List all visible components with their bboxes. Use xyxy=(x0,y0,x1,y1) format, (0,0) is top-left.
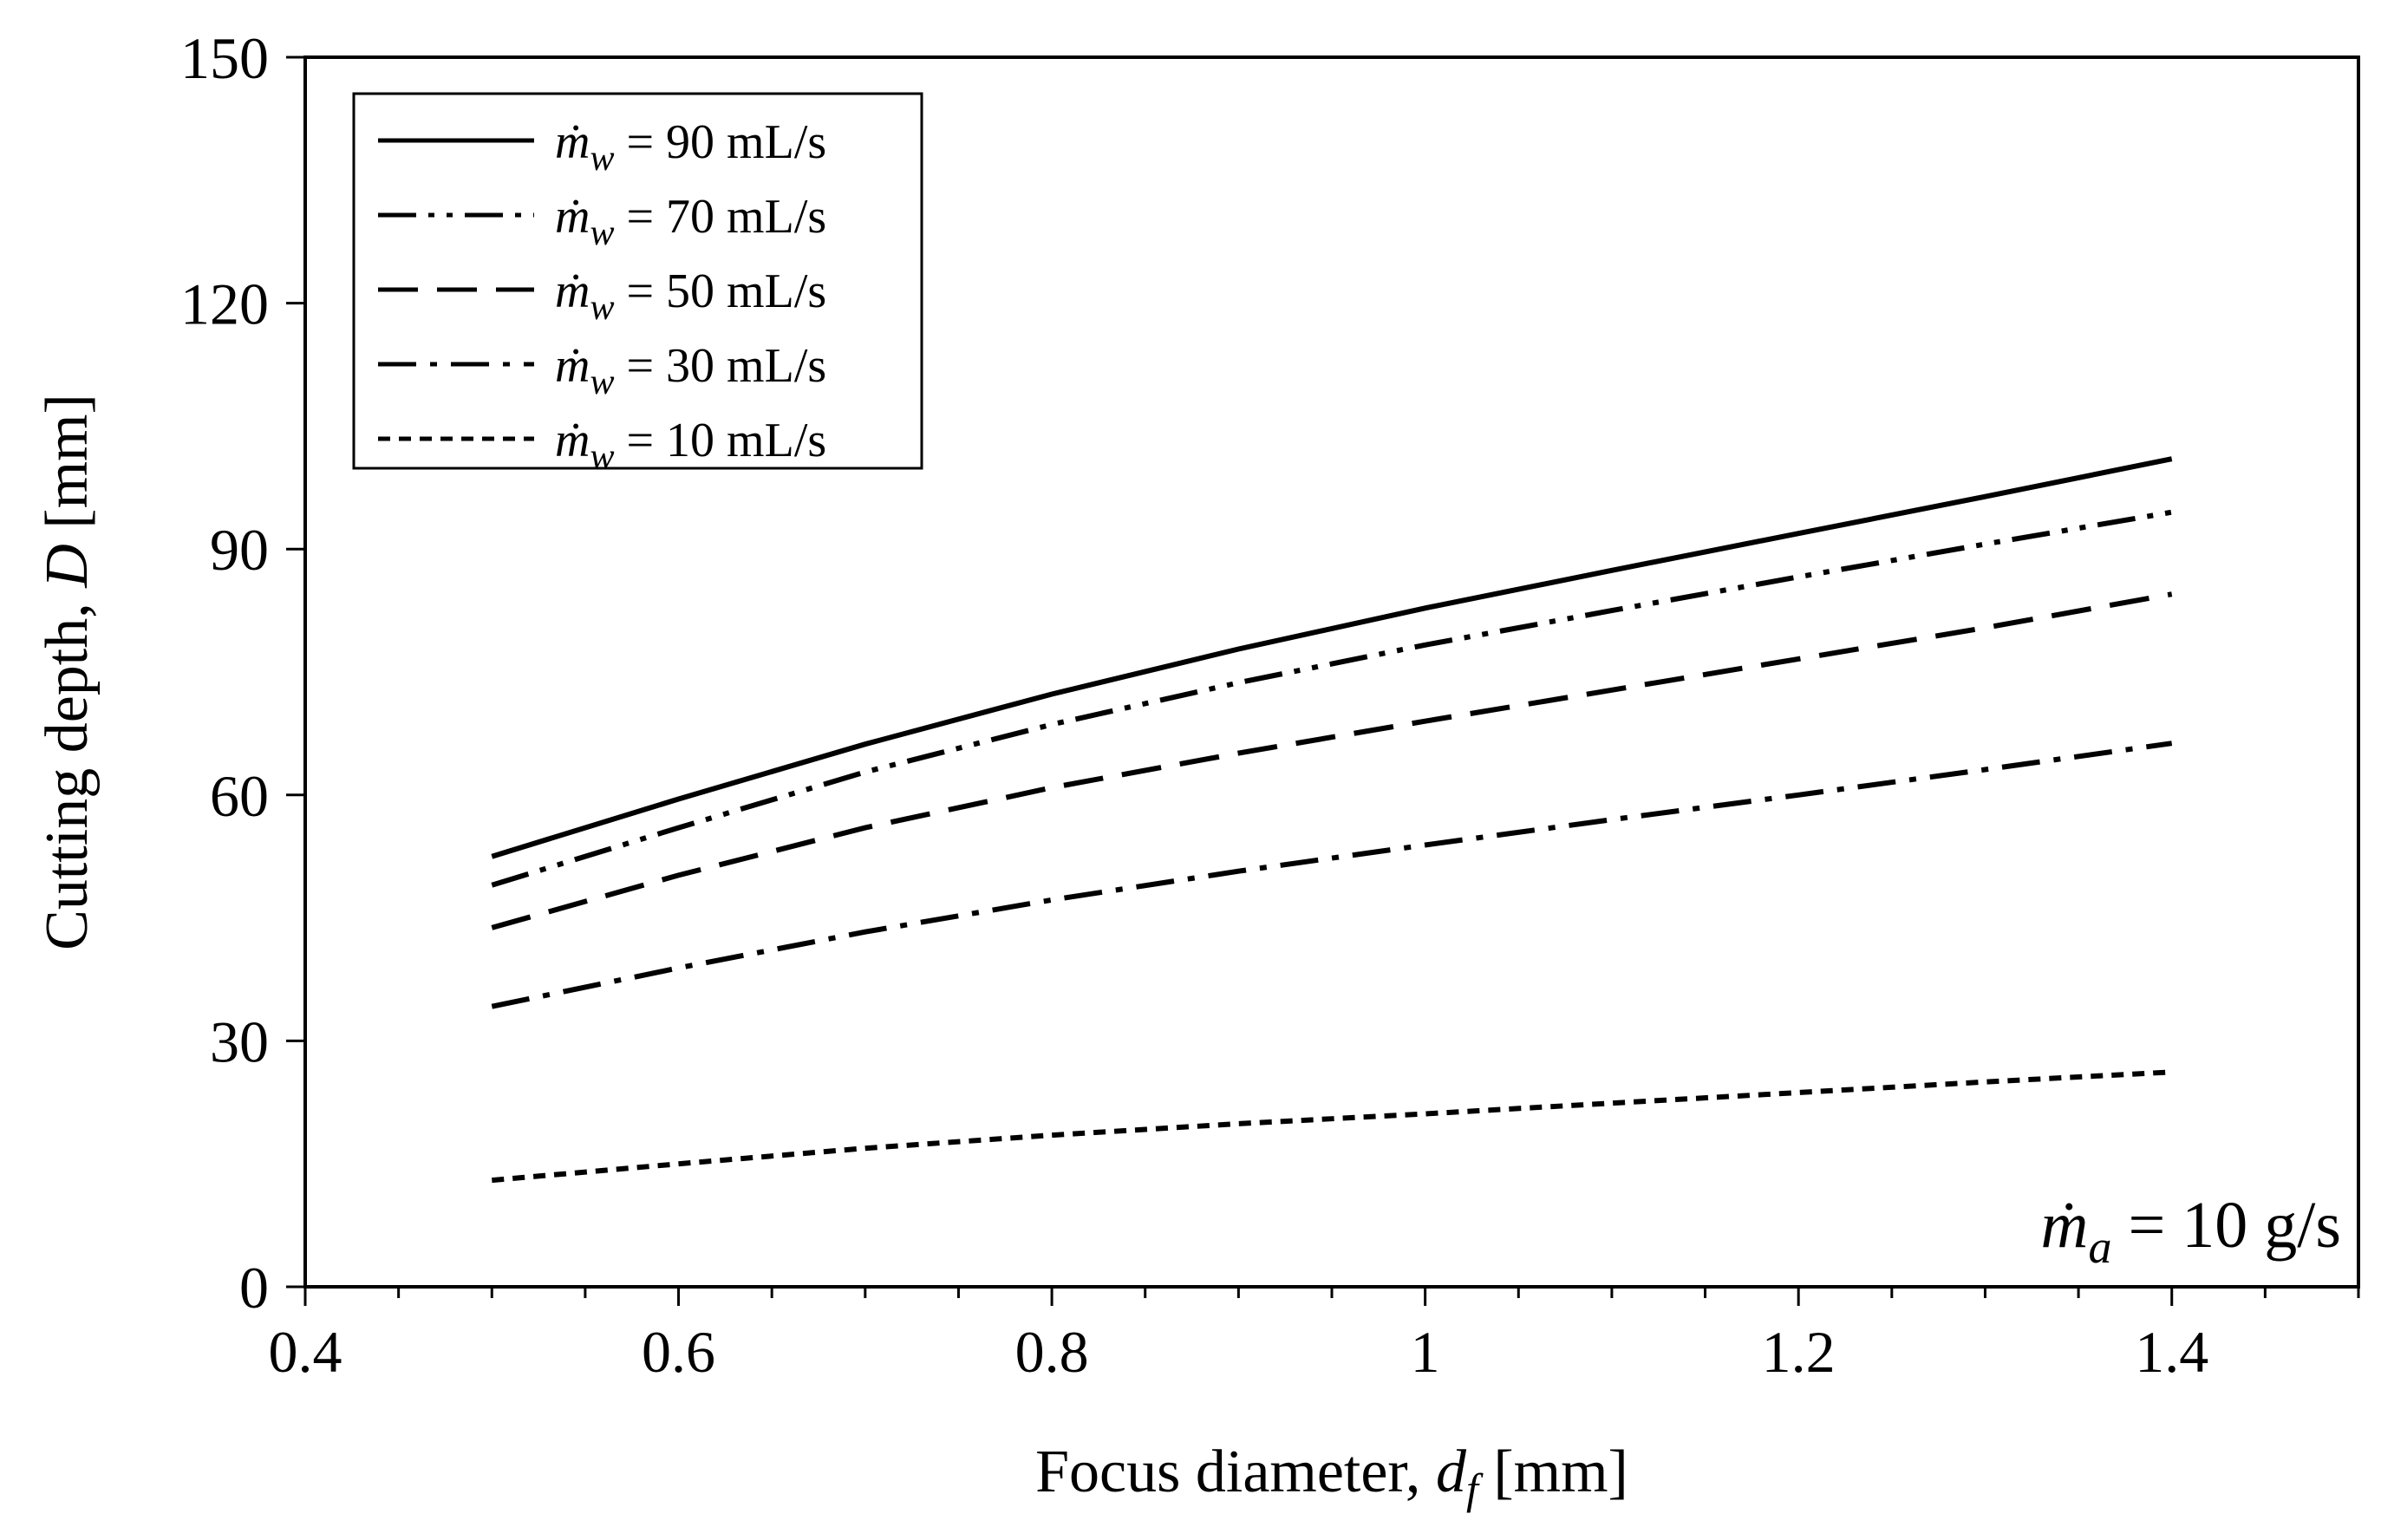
mass-flow-annotation: ṁa = 10 g/s xyxy=(2041,1189,2341,1273)
y-tick-label: 60 xyxy=(210,763,269,829)
y-tick-label: 150 xyxy=(180,25,269,91)
legend-label: ṁw = 50 mL/s xyxy=(555,264,826,328)
series-line-30-mls xyxy=(491,741,2173,1009)
x-axis-ticks: 0.4 0.6 0.8 1 1.2 1.4 xyxy=(269,1287,2360,1385)
y-tick-label: 90 xyxy=(210,517,269,583)
x-tick-label: 1.2 xyxy=(1762,1319,1836,1385)
legend-label: ṁw = 90 mL/s xyxy=(555,115,826,179)
x-tick-label: 0.6 xyxy=(642,1319,715,1385)
x-tick-label: 1.4 xyxy=(2135,1319,2208,1385)
legend-label: ṁw = 10 mL/s xyxy=(555,414,826,477)
x-axis-title: Focus diameter, df [mm] xyxy=(1035,1439,1628,1513)
series-line-90-mls xyxy=(491,456,2173,859)
y-tick-label: 0 xyxy=(239,1255,269,1321)
y-axis-title: Cutting depth, D [mm] xyxy=(34,394,101,950)
legend-label: ṁw = 70 mL/s xyxy=(555,190,826,253)
series-line-70-mls xyxy=(491,509,2173,888)
legend: ṁw = 90 mL/s ṁw = 70 mL/s ṁw = 50 mL/s ṁw =… xyxy=(352,92,923,477)
series-line-10-mls xyxy=(492,1069,2172,1184)
x-tick-label: 1 xyxy=(1411,1319,1440,1385)
y-axis-ticks: 0 30 60 90 120 150 xyxy=(180,25,305,1321)
x-tick-label: 0.8 xyxy=(1015,1319,1089,1385)
series-lines xyxy=(491,456,2173,1184)
y-tick-label: 30 xyxy=(210,1008,269,1074)
legend-label: ṁw = 30 mL/s xyxy=(555,339,826,402)
legend-box xyxy=(352,92,923,470)
y-tick-label: 120 xyxy=(180,271,269,337)
series-line-50-mls xyxy=(491,591,2173,930)
x-tick-label: 0.4 xyxy=(269,1319,342,1385)
